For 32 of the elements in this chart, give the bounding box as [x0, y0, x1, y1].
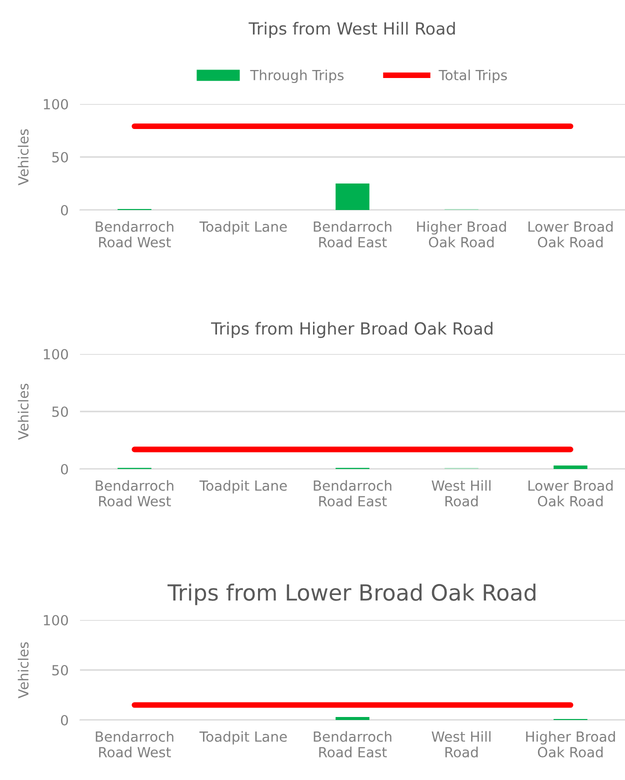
legend-label: Total Trips: [438, 70, 507, 84]
y-tick-label: 50: [52, 664, 68, 676]
y-axis-title: Vehicles: [18, 129, 29, 186]
x-tick-label: Bendarroch Road East: [314, 731, 392, 758]
chart-title: Trips from Higher Broad Oak Road: [211, 322, 492, 338]
y-tick-label: 0: [60, 464, 68, 474]
x-tick-label: Bendarroch Road West: [96, 221, 174, 248]
y-axis-title: Vehicles: [18, 642, 29, 698]
x-tick-label: Bendarroch Road East: [314, 480, 392, 506]
x-tick-label: Lower Broad Oak Road: [528, 480, 613, 506]
y-tick-label: 100: [44, 614, 68, 626]
y-axis-title: Vehicles: [18, 384, 29, 440]
y-tick-label: 100: [44, 98, 68, 110]
chart-title: Trips from West Hill Road: [248, 22, 455, 38]
y-tick-label: 100: [44, 348, 68, 360]
y-tick-label: 50: [52, 406, 68, 417]
x-tick-label: Bendarroch Road East: [314, 221, 392, 248]
x-tick-label: Bendarroch Road West: [96, 731, 174, 758]
x-tick-label: Higher Broad Oak Road: [526, 731, 615, 758]
x-tick-label: Lower Broad Oak Road: [528, 221, 613, 248]
x-tick-label: West Hill Road: [432, 731, 490, 758]
legend-label: Through Trips: [250, 70, 344, 84]
x-tick-label: Toadpit Lane: [199, 221, 287, 235]
x-tick-label: Toadpit Lane: [199, 480, 287, 494]
x-tick-label: Bendarroch Road West: [96, 480, 174, 506]
x-tick-label: West Hill Road: [432, 480, 490, 506]
y-tick-label: 50: [52, 152, 68, 162]
y-tick-label: 0: [60, 714, 68, 726]
x-tick-label: Higher Broad Oak Road: [417, 221, 506, 248]
x-tick-label: Toadpit Lane: [199, 731, 287, 745]
chart-title: Trips from Lower Broad Oak Road: [168, 584, 536, 606]
y-tick-label: 0: [60, 204, 68, 216]
